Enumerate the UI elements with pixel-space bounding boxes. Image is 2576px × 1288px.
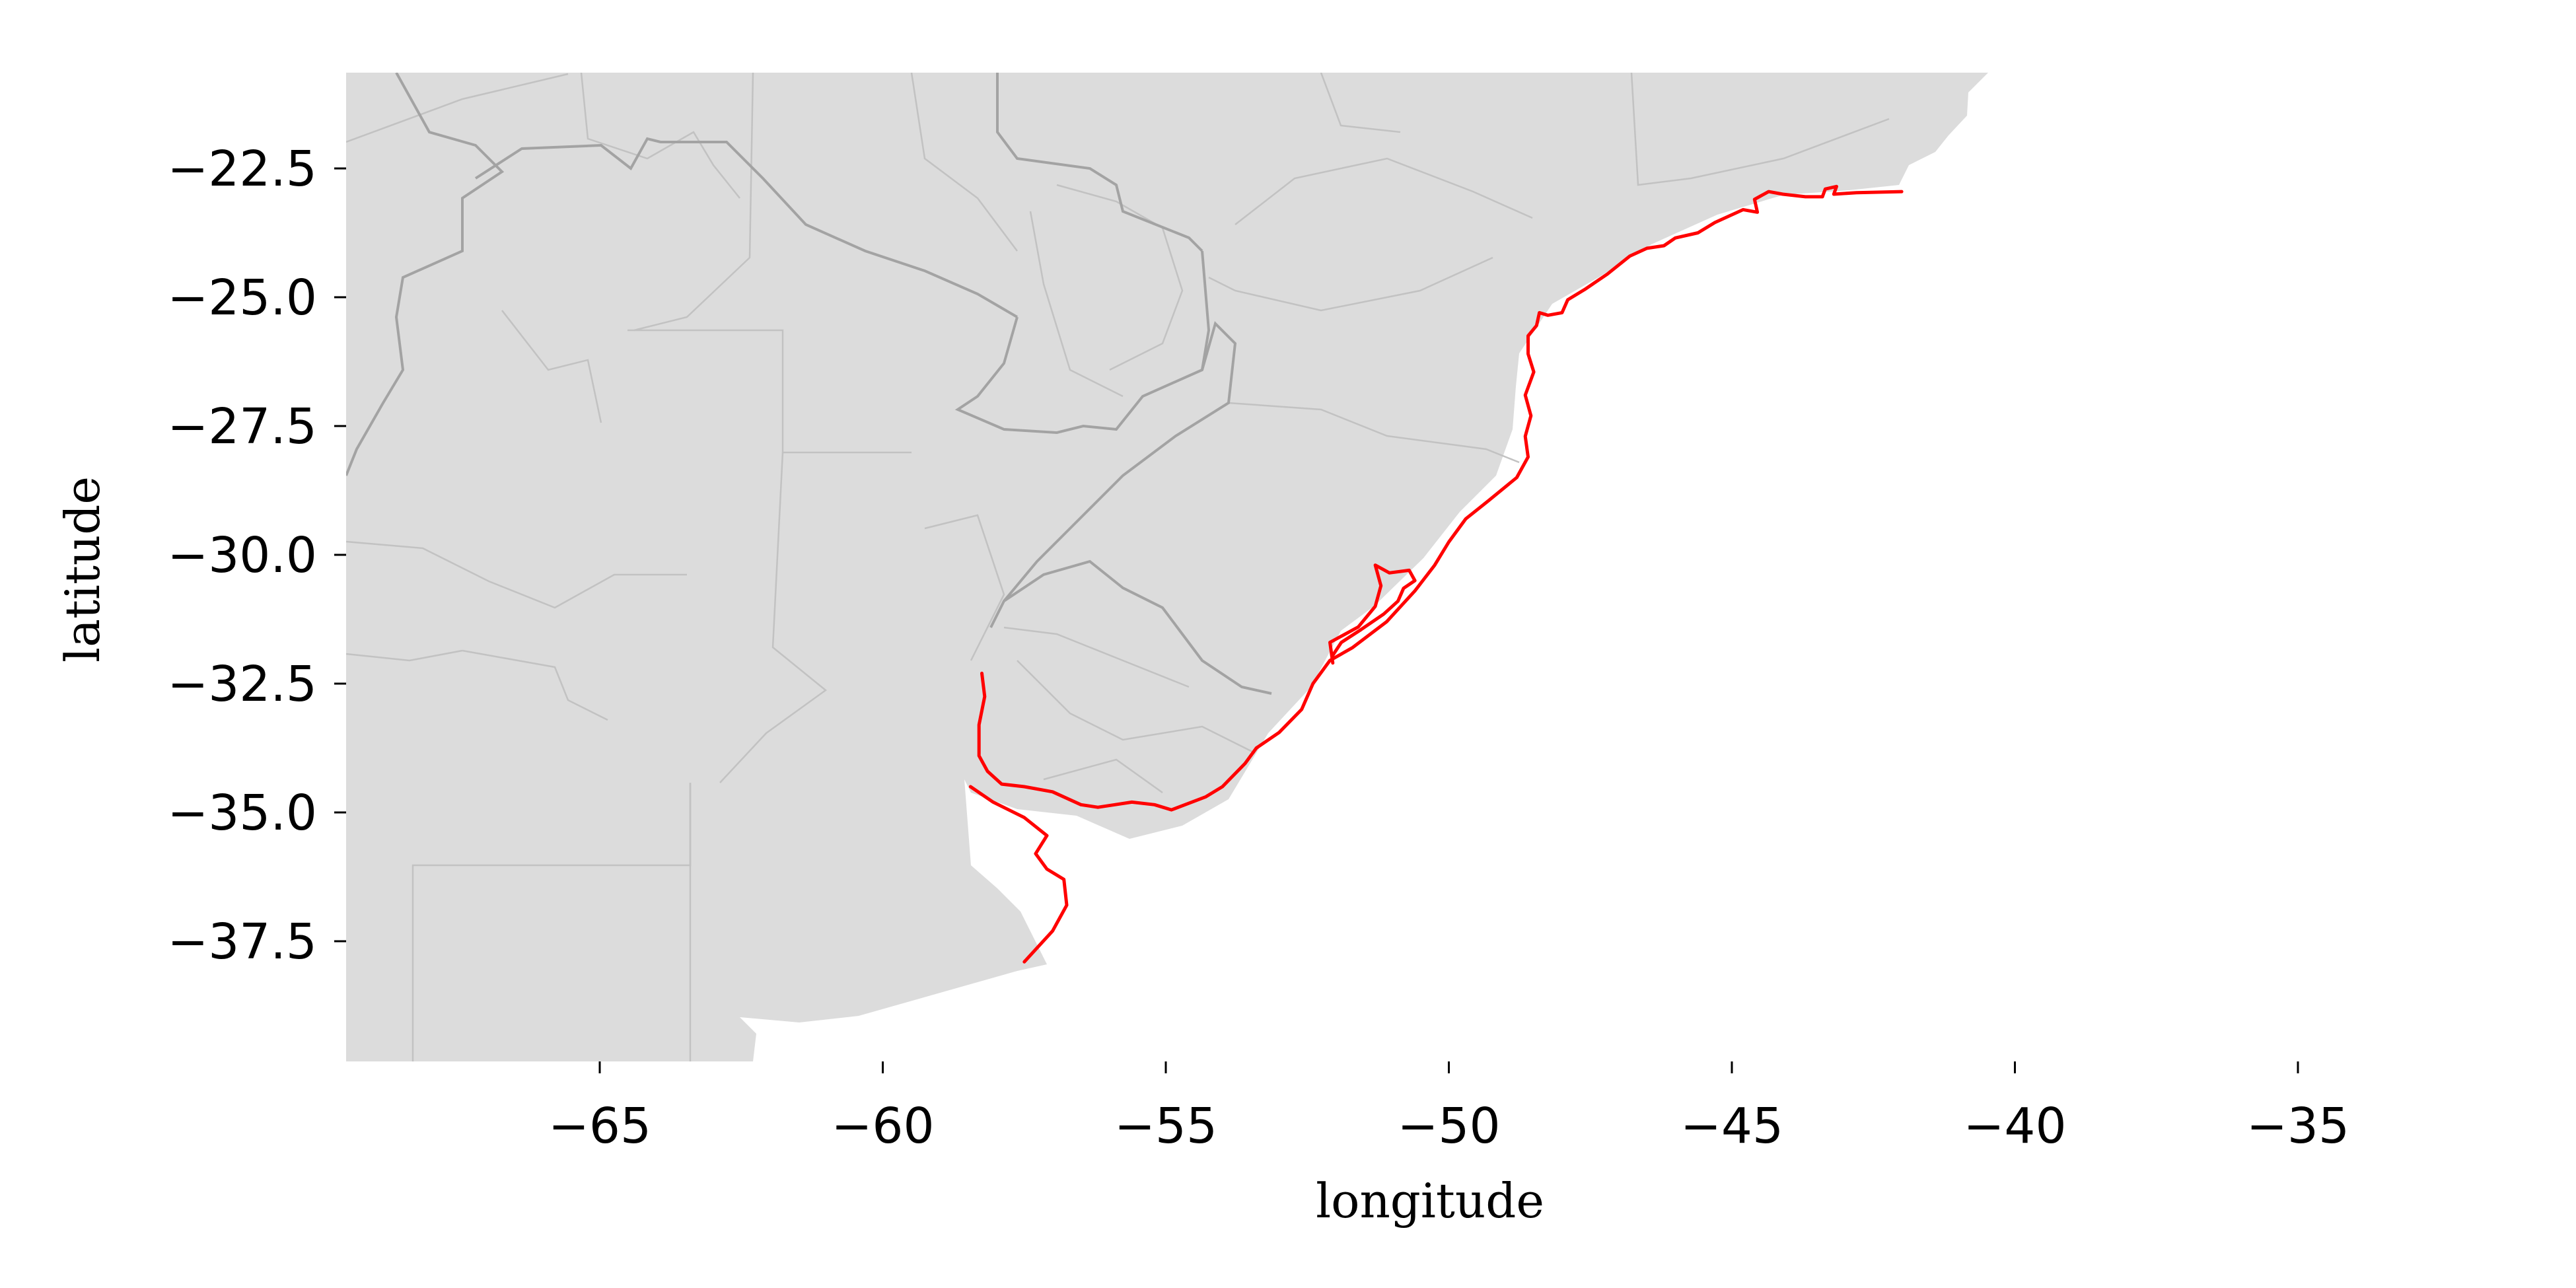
y-tick-label: −37.5 bbox=[167, 913, 317, 970]
x-tick-label: −35 bbox=[2246, 1098, 2349, 1155]
country-borders bbox=[346, 73, 1272, 695]
coastline-series-1 bbox=[977, 184, 1904, 812]
y-tick-label: −25.0 bbox=[167, 269, 317, 326]
x-tick-label: −40 bbox=[1963, 1098, 2066, 1155]
x-tick-label: −45 bbox=[1680, 1098, 1783, 1155]
y-tick-label: −32.5 bbox=[167, 656, 317, 713]
y-tick-label: −22.5 bbox=[167, 141, 317, 197]
y-axis: −22.5 −25.0 −27.5 −30.0 −32.5 −35.0 −37.5 bbox=[167, 141, 346, 970]
x-tick-label: −55 bbox=[1114, 1098, 1217, 1155]
land-mass bbox=[346, 73, 1988, 1061]
y-tick-label: −27.5 bbox=[167, 398, 317, 455]
x-axis: −65 −60 −55 −50 −45 −40 −35 bbox=[548, 1061, 2349, 1155]
y-tick-label: −30.0 bbox=[167, 527, 317, 584]
x-axis-label: longitude bbox=[1316, 1173, 1544, 1229]
map-plot-area bbox=[346, 73, 1988, 1061]
admin-boundaries bbox=[346, 73, 1890, 1061]
x-tick-label: −60 bbox=[831, 1098, 934, 1155]
coastline-series-2 bbox=[968, 785, 1069, 964]
y-axis-label: latitude bbox=[55, 476, 110, 662]
coastline-series-layer bbox=[968, 184, 1904, 964]
y-tick-label: −35.0 bbox=[167, 785, 317, 841]
x-tick-label: −65 bbox=[548, 1098, 651, 1155]
coastline-series-3 bbox=[1328, 563, 1417, 665]
x-tick-label: −50 bbox=[1397, 1098, 1500, 1155]
